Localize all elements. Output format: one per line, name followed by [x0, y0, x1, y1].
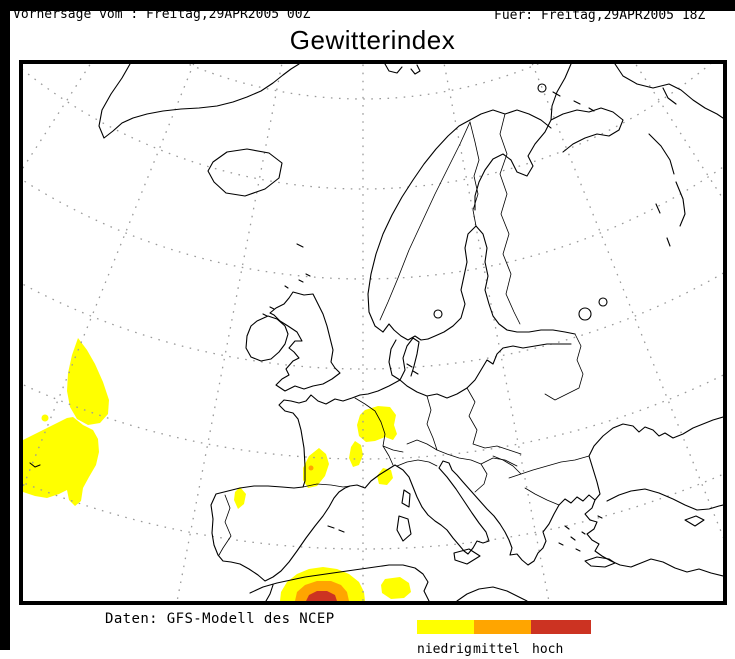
coastlines: [29, 64, 723, 601]
lake-ladoga: [578, 307, 592, 321]
risk-area-iberia: [234, 487, 246, 509]
coast-sicily: [453, 548, 481, 565]
risk-area-sw-france-core: [308, 465, 314, 471]
risk-area-fills: [23, 338, 411, 601]
coast-corsica: [401, 489, 411, 508]
legend-swatch-high: [531, 620, 591, 634]
risk-area-atlantic-dot: [41, 414, 49, 422]
risk-area-sw-france: [303, 448, 329, 488]
legend-label-high: hoch: [532, 642, 564, 657]
coast-ireland: [245, 315, 289, 362]
risk-area-algeria-tunisia: [381, 577, 411, 599]
risk-area-central-france: [349, 441, 363, 467]
coast-great-britain: [269, 291, 341, 392]
lake-onega: [598, 297, 608, 307]
legend-label-mid: mittel: [473, 642, 520, 657]
risk-area-atlantic-upper: [67, 338, 109, 425]
left-border-bar: [0, 0, 10, 650]
lake-vanern: [433, 309, 443, 319]
coast-svalbard: [384, 64, 421, 75]
risk-area-nw-africa-high: [306, 591, 337, 601]
map-canvas: [23, 64, 723, 601]
coast-arctic-isle: [537, 83, 547, 93]
weather-map: [19, 60, 727, 605]
coast-north-africa: [249, 564, 528, 601]
coast-small-isles: [262, 243, 311, 317]
coast-mainland-west-med-blacksea: [210, 394, 723, 582]
legend-swatch-low: [417, 620, 474, 634]
coast-bothnia-finland: [427, 225, 576, 340]
coast-baltic-south: [359, 337, 572, 399]
legend-swatch-mid: [474, 620, 531, 634]
coast-turkey: [584, 488, 723, 577]
risk-area-atlantic-lower: [23, 417, 99, 506]
coast-arctic-russia: [614, 64, 723, 119]
legend-label-low: niedrig: [417, 642, 472, 657]
coast-arctic-isles: [552, 91, 595, 112]
coast-cyprus: [684, 515, 705, 527]
top-border-bar: [0, 0, 735, 11]
coast-greenland: [98, 64, 300, 139]
coast-crete: [584, 556, 616, 568]
coast-sardinia: [396, 515, 412, 542]
page-title: Gewitterindex: [289, 25, 456, 55]
forecast-valid-label: Fuer: Freitag,29APR2005 18Z: [494, 8, 706, 23]
forecast-issued-label: Vorhersage vom : Freitag,29APR2005 00Z: [13, 7, 311, 22]
data-source-label: Daten: GFS-Modell des NCEP: [105, 611, 335, 627]
risk-area-west-alps: [377, 468, 393, 485]
graticule: [23, 64, 723, 601]
coast-novaya-zemlya: [648, 133, 686, 247]
coast-norway: [367, 109, 552, 341]
risk-area-ne-france: [357, 406, 397, 442]
coast-iceland: [207, 148, 283, 197]
coast-kola-white-sea: [474, 64, 624, 211]
coast-azores: [29, 462, 41, 468]
coast-aegean-isles: [327, 525, 586, 552]
country-borders: [218, 113, 590, 556]
